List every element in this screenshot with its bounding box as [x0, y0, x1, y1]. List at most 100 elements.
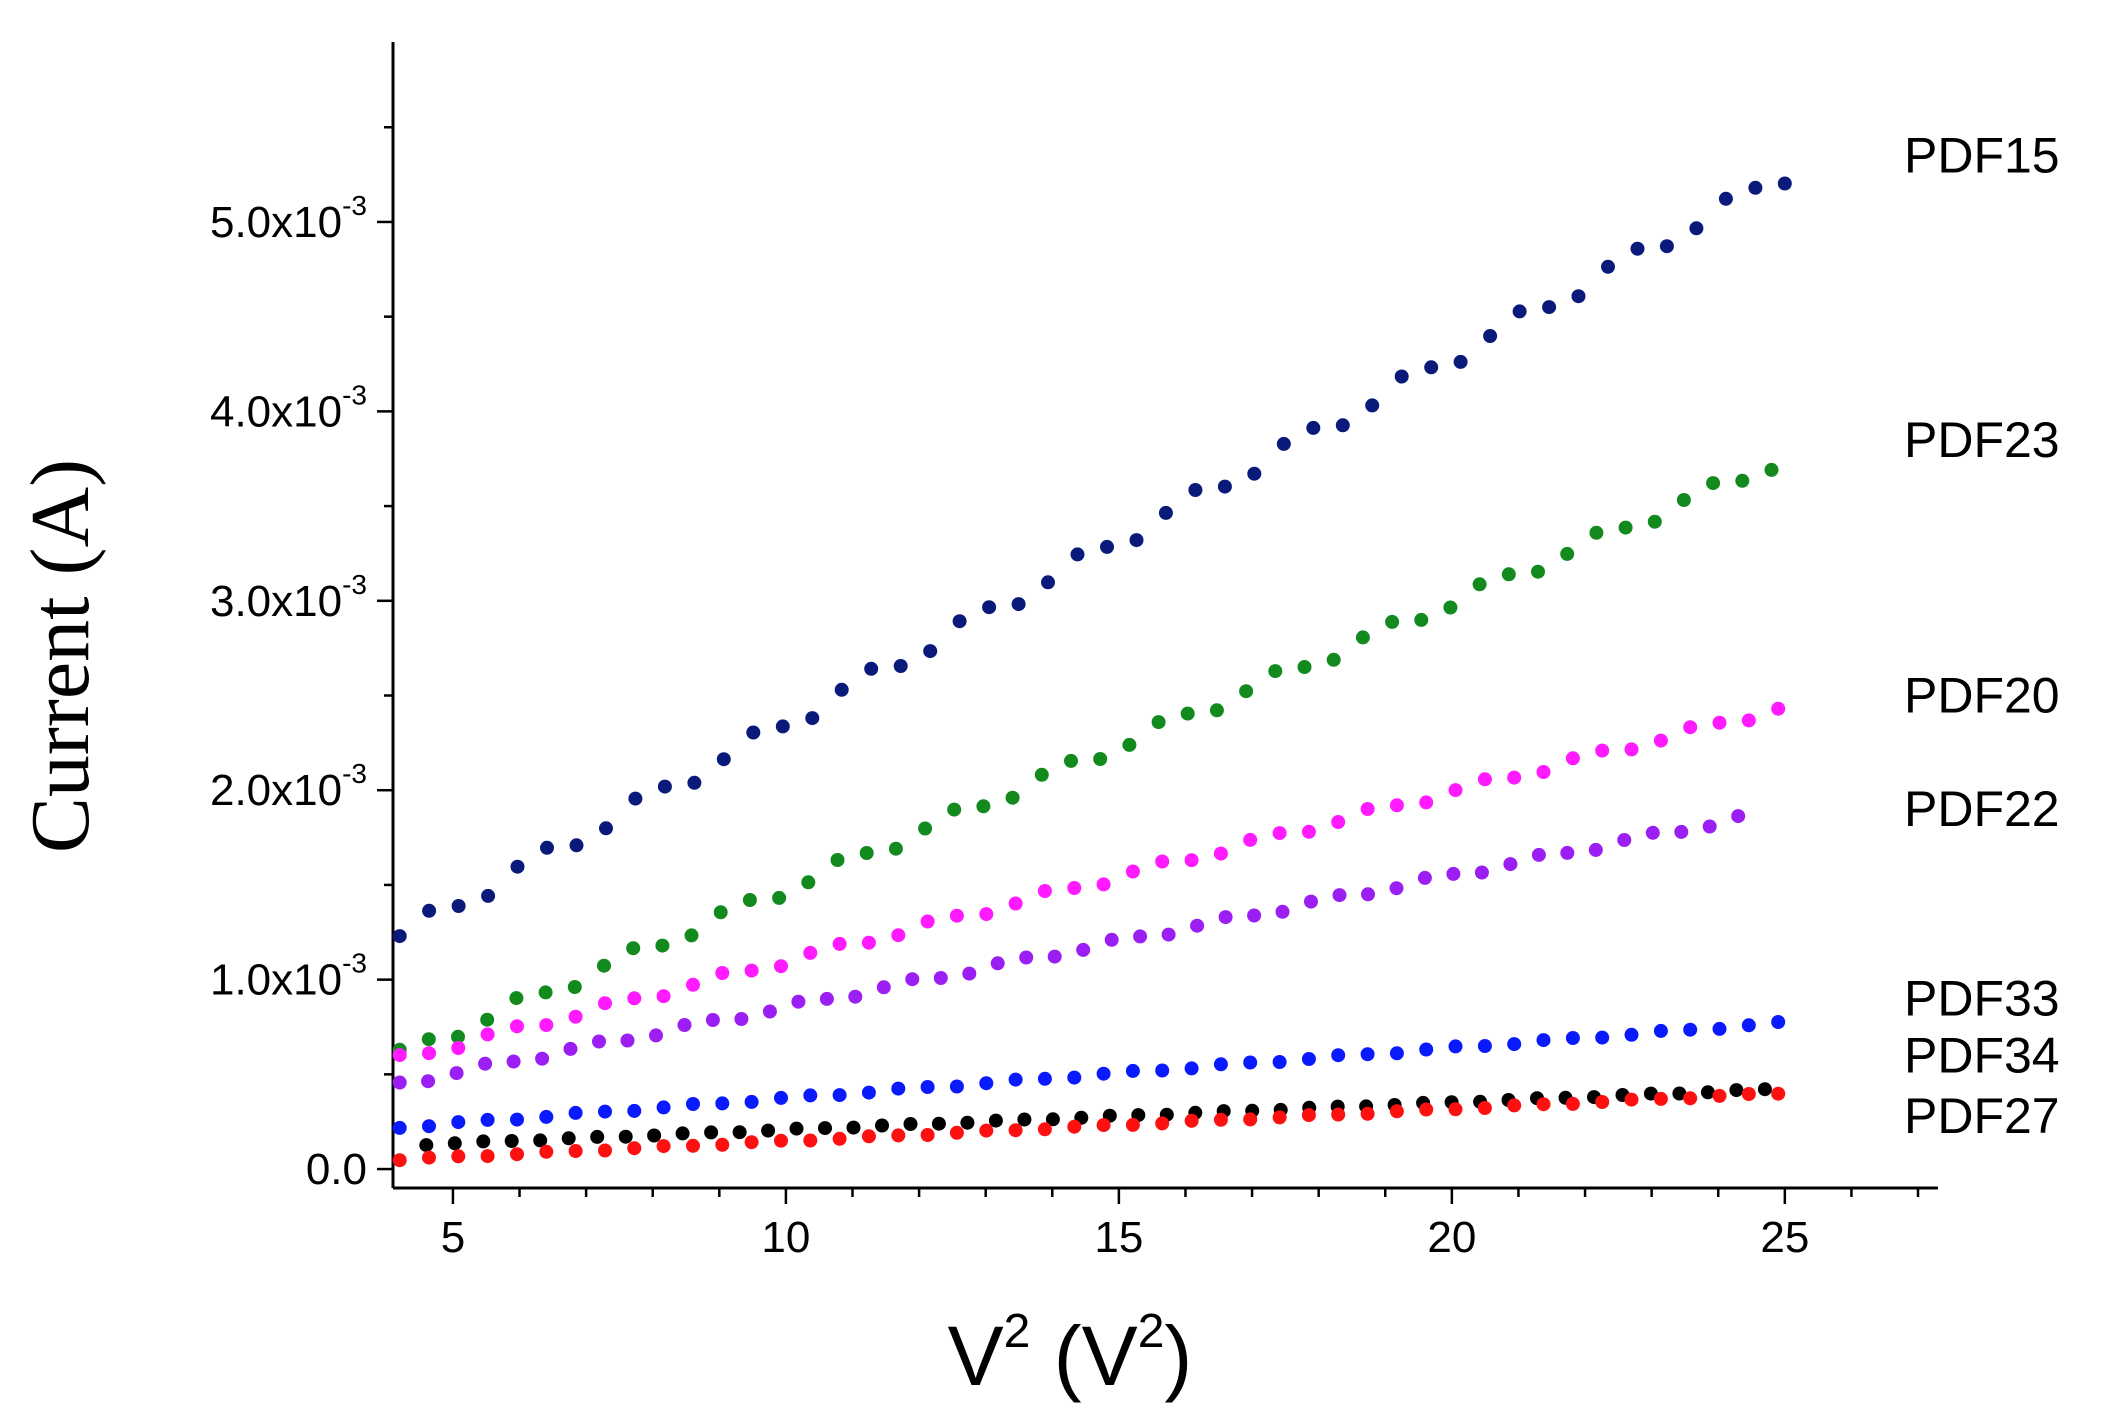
data-point — [1453, 354, 1468, 369]
y-tick-label: 0.0 — [306, 1145, 367, 1194]
data-point — [1047, 949, 1062, 964]
data-point — [1653, 1091, 1668, 1106]
data-point — [952, 614, 967, 629]
data-point — [535, 1051, 550, 1066]
data-point — [1419, 1042, 1434, 1057]
data-point — [891, 928, 906, 943]
data-point — [1560, 845, 1575, 860]
data-point — [864, 661, 879, 676]
data-point — [1419, 1102, 1434, 1117]
data-point — [657, 779, 672, 794]
data-point — [649, 1028, 663, 1043]
x-tick-label: 5 — [441, 1213, 465, 1262]
series-pdf22 — [392, 809, 1746, 1090]
y-tick-label: 1.0x10-3 — [210, 948, 367, 1005]
data-point — [979, 907, 994, 922]
data-point — [1477, 1039, 1492, 1053]
data-point — [626, 941, 641, 956]
data-point — [1712, 1088, 1727, 1103]
data-point — [1209, 703, 1224, 718]
data-point — [1129, 533, 1144, 548]
data-point — [801, 875, 816, 890]
data-point — [1017, 1112, 1032, 1127]
data-point — [1268, 664, 1283, 679]
data-point — [628, 791, 643, 806]
data-point — [1008, 1123, 1023, 1138]
data-point — [656, 989, 671, 1004]
data-point — [1385, 614, 1400, 629]
data-point — [1683, 720, 1698, 735]
data-point — [618, 1129, 633, 1144]
data-point — [598, 1104, 612, 1119]
data-point — [1630, 241, 1645, 256]
data-point — [686, 977, 700, 992]
data-point — [1565, 1031, 1580, 1045]
data-point — [1565, 1096, 1580, 1111]
data-point — [1700, 1085, 1715, 1100]
data-point — [506, 1054, 521, 1069]
data-point — [1571, 289, 1586, 304]
data-point — [803, 1133, 818, 1148]
data-point — [1389, 798, 1404, 813]
data-point — [1419, 795, 1434, 810]
data-point — [419, 1138, 434, 1153]
data-point — [1735, 473, 1750, 488]
data-point — [1424, 360, 1439, 375]
plot-frame — [391, 42, 1938, 1190]
data-point — [1683, 1091, 1698, 1106]
data-point — [392, 929, 407, 944]
data-point — [1096, 1066, 1111, 1081]
data-point — [1104, 932, 1119, 947]
data-point — [597, 958, 611, 973]
data-point — [834, 682, 849, 697]
data-point — [1647, 514, 1662, 529]
data-point — [960, 1115, 975, 1130]
data-point — [687, 775, 702, 790]
data-point — [647, 1128, 662, 1143]
data-point — [903, 1117, 918, 1131]
data-point — [1064, 753, 1078, 768]
data-point — [1702, 819, 1717, 834]
data-point — [539, 1018, 554, 1033]
data-point — [789, 1121, 804, 1136]
data-point — [949, 908, 964, 923]
series-pdf20 — [392, 701, 1786, 1063]
data-point — [891, 1128, 906, 1143]
data-points — [392, 176, 1792, 1168]
data-point — [861, 935, 876, 950]
data-point — [504, 1134, 519, 1148]
data-point — [1365, 398, 1380, 413]
x-tick-label: 10 — [761, 1213, 810, 1262]
data-point — [1276, 436, 1291, 451]
data-point — [1507, 770, 1522, 785]
series-pdf33 — [392, 1015, 1786, 1135]
data-point — [774, 1090, 788, 1105]
data-point — [1718, 191, 1733, 206]
data-point — [655, 938, 670, 953]
y-tick-label: 2.0x10-3 — [210, 758, 367, 815]
data-point — [1155, 854, 1170, 869]
data-point — [1542, 300, 1557, 315]
series-label-pdf15: PDF15 — [1904, 128, 2060, 184]
data-point — [949, 1079, 964, 1094]
data-point — [1096, 1118, 1111, 1133]
data-point — [979, 1123, 994, 1138]
data-point — [539, 1144, 554, 1159]
data-point — [1067, 1070, 1082, 1085]
data-point — [920, 914, 935, 929]
data-point — [1601, 259, 1615, 274]
data-point — [675, 1126, 690, 1141]
data-point — [422, 1046, 436, 1061]
data-point — [563, 1041, 578, 1056]
data-point — [976, 799, 991, 814]
data-point — [1414, 612, 1429, 627]
data-point — [1190, 918, 1205, 933]
data-point — [569, 838, 584, 853]
data-point — [1672, 1086, 1687, 1101]
data-point — [1389, 1046, 1404, 1061]
data-point — [1304, 894, 1318, 909]
data-point — [704, 1125, 719, 1140]
data-point — [510, 1019, 524, 1034]
data-point — [1394, 369, 1409, 384]
data-point — [478, 1056, 493, 1071]
